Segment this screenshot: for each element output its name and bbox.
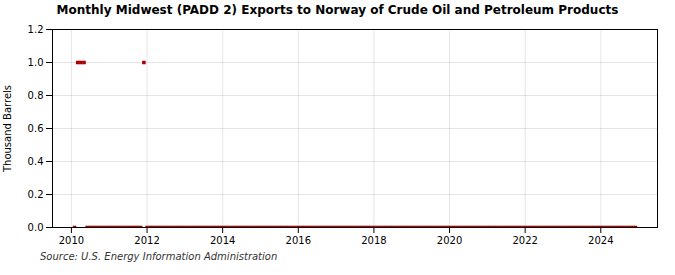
svg-text:0.8: 0.8 <box>28 90 44 101</box>
svg-text:2012: 2012 <box>134 235 159 246</box>
svg-text:1.0: 1.0 <box>28 57 44 68</box>
svg-text:2010: 2010 <box>59 235 84 246</box>
svg-text:0.6: 0.6 <box>28 123 44 134</box>
svg-text:2016: 2016 <box>286 235 311 246</box>
svg-text:1.2: 1.2 <box>28 24 44 35</box>
html-text:Monthly Midwest (PADD 2) Expor: Monthly Midwest (PADD 2) Exports to Norw… <box>56 3 619 17</box>
svg-text:0.0: 0.0 <box>28 222 44 233</box>
svg-text:0.2: 0.2 <box>28 189 44 200</box>
html-text:Source: U.S. Energy Informatio: Source: U.S. Energy Information Administ… <box>40 251 278 262</box>
svg-text:2020: 2020 <box>437 235 462 246</box>
svg-text:2024: 2024 <box>588 235 613 246</box>
svg-text:Thousand Barrels: Thousand Barrels <box>2 85 13 173</box>
svg-text:0.4: 0.4 <box>28 156 44 167</box>
svg-text:2014: 2014 <box>210 235 235 246</box>
svg-text:2022: 2022 <box>512 235 537 246</box>
svg-text:2018: 2018 <box>361 235 386 246</box>
